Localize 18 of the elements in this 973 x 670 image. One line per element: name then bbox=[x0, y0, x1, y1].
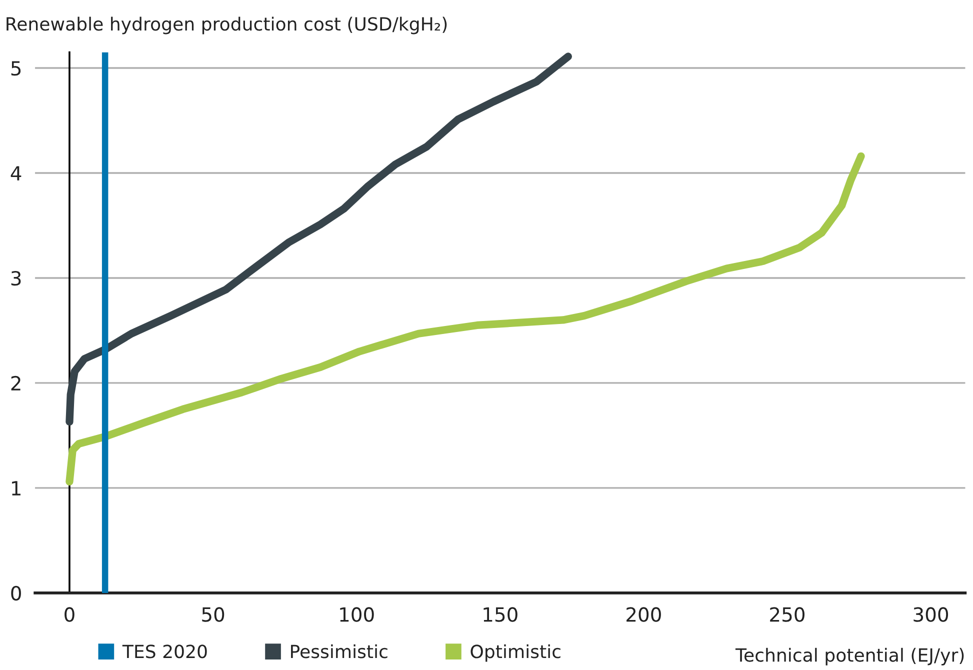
y-tick-label: 1 bbox=[12, 481, 20, 496]
x-tick-label: 300 bbox=[914, 607, 948, 622]
legend-label: TES 2020 bbox=[122, 644, 207, 658]
x-tick-label: 100 bbox=[340, 607, 374, 622]
y-axis-title: Renewable hydrogen production cost (USD/kgH₂) bbox=[6, 16, 447, 34]
y-tick-label: 5 bbox=[11, 61, 21, 76]
legend-label: Pessimistic bbox=[291, 644, 388, 658]
y-tick-label: 0 bbox=[11, 586, 21, 601]
x-tick-label: 0 bbox=[64, 607, 74, 622]
x-tick-label: 200 bbox=[626, 607, 661, 622]
y-tick-label: 2 bbox=[11, 376, 20, 390]
x-tick-label: 50 bbox=[202, 607, 224, 622]
x-tick-label: 250 bbox=[770, 607, 804, 622]
x-tick-label: 150 bbox=[484, 607, 518, 622]
y-tick-label: 4 bbox=[10, 166, 22, 180]
y-tick-label: 3 bbox=[11, 270, 21, 286]
x-axis-title: Technical potential (EJ/yr) bbox=[735, 648, 964, 666]
legend-label: Optimistic bbox=[470, 644, 560, 662]
